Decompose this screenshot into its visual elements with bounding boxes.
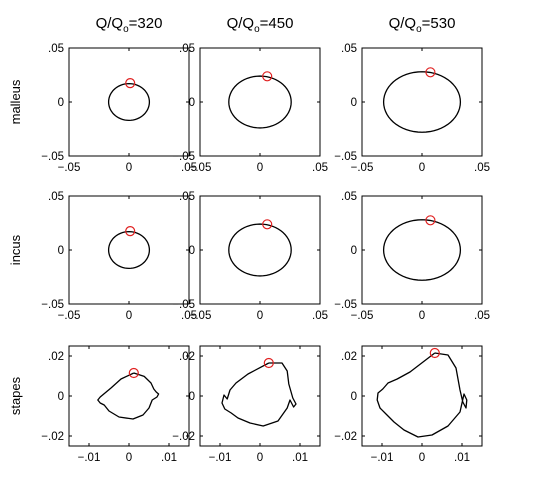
marker-circle xyxy=(125,226,136,237)
axes-frame xyxy=(199,195,321,305)
y-tick-label: .05 xyxy=(341,191,357,203)
panel-stapes-0: −.01 0 .01 −.02 0 .02 xyxy=(41,345,190,464)
panel-malleus-2: −.05 0 .05 −.05 0 .05 xyxy=(334,43,490,174)
y-tick-label: 0 xyxy=(58,245,64,257)
x-tick-label: 0 xyxy=(126,162,132,174)
x-tick-label: 0 xyxy=(419,162,425,174)
row-label: malleus xyxy=(8,79,23,124)
y-tick-label: −.05 xyxy=(172,151,195,163)
axes-frame xyxy=(199,345,321,447)
axes-frame xyxy=(68,47,190,157)
x-tick-label: −.05 xyxy=(351,162,374,174)
x-tick-label: −.01 xyxy=(78,452,101,464)
x-tick-label: .05 xyxy=(474,310,490,322)
y-tick-label: 0 xyxy=(189,245,195,257)
y-tick-label: −.05 xyxy=(334,151,357,163)
y-tick-label: −.05 xyxy=(172,299,195,311)
marker-circle xyxy=(125,77,136,89)
x-tick-label: .01 xyxy=(161,452,177,464)
x-tick-label: .05 xyxy=(181,162,197,174)
marker-circle xyxy=(262,219,273,230)
axes-frame xyxy=(68,195,190,305)
row-label: stapes xyxy=(8,376,23,415)
axes-frame xyxy=(361,195,483,305)
y-tick-label: 0 xyxy=(58,97,64,109)
trajectory-curve xyxy=(221,362,297,427)
trajectory-curve xyxy=(228,75,292,129)
y-tick-label: .05 xyxy=(179,43,195,55)
x-tick-label: .05 xyxy=(474,162,490,174)
axes-frame xyxy=(199,47,321,157)
x-tick-label: −.05 xyxy=(58,310,81,322)
panel-incus-0: −.05 0.05−.050.05 xyxy=(41,191,197,322)
panel-incus-1: −.05 0.05−.050.05 xyxy=(172,191,328,322)
x-tick-label: .05 xyxy=(312,162,328,174)
x-tick-label: 0 xyxy=(126,310,132,322)
x-tick-label: .01 xyxy=(454,452,470,464)
y-tick-label: .05 xyxy=(48,191,64,203)
trajectory-curve xyxy=(97,372,160,420)
y-tick-label: .05 xyxy=(179,191,195,203)
y-tick-label: 0 xyxy=(351,97,357,109)
column-title: Q/Qo=450 xyxy=(227,15,294,35)
trajectory-curve xyxy=(376,352,468,438)
y-tick-label: .02 xyxy=(48,351,64,363)
axes-frame xyxy=(68,345,190,447)
x-tick-label: −.05 xyxy=(189,162,212,174)
x-tick-label: −.05 xyxy=(351,310,374,322)
y-tick-label: 0 xyxy=(58,391,64,403)
y-tick-label: 0 xyxy=(351,245,357,257)
x-tick-label: 0 xyxy=(257,310,263,322)
trajectory-curve xyxy=(107,82,151,122)
y-tick-label: .02 xyxy=(341,351,357,363)
x-tick-label: 0 xyxy=(126,452,132,464)
column-title: Q/Qo=320 xyxy=(96,15,163,35)
trajectory-curve xyxy=(382,71,462,133)
panel-stapes-1: −.01 0 .01 −.02 0 .02 xyxy=(172,345,321,464)
x-tick-label: .05 xyxy=(181,310,197,322)
y-tick-label: −.05 xyxy=(334,299,357,311)
marker-circle xyxy=(262,71,273,82)
y-tick-label: 0 xyxy=(189,391,195,403)
x-tick-label: .01 xyxy=(292,452,308,464)
x-tick-label: .05 xyxy=(312,310,328,322)
x-tick-label: 0 xyxy=(419,310,425,322)
y-tick-label: 0 xyxy=(351,391,357,403)
marker-circle xyxy=(425,215,436,226)
y-tick-label: −.02 xyxy=(41,431,64,443)
y-tick-label: .05 xyxy=(48,43,64,55)
marker-circle xyxy=(263,357,274,369)
panel-stapes-2: −.01 0 .01 −.02 0 .02 xyxy=(334,345,483,464)
panel-malleus-1: −.05 0.05−.050.05 xyxy=(172,43,328,174)
trajectory-curve xyxy=(107,230,151,270)
panel-malleus-0: −.05 0.05−.050.05 xyxy=(41,43,197,174)
y-tick-label: −.02 xyxy=(334,431,357,443)
x-tick-label: −.01 xyxy=(371,452,394,464)
y-tick-label: .05 xyxy=(341,43,357,55)
y-tick-label: −.02 xyxy=(172,431,195,443)
marker-circle xyxy=(425,67,436,78)
trajectory-curve xyxy=(228,223,292,277)
y-tick-label: −.05 xyxy=(41,151,64,163)
x-tick-label: 0 xyxy=(257,452,263,464)
trajectory-curve xyxy=(382,219,462,281)
y-tick-label: −.05 xyxy=(41,299,64,311)
x-tick-label: −.01 xyxy=(209,452,232,464)
y-tick-label: .02 xyxy=(179,351,195,363)
marker-circle xyxy=(429,347,440,359)
panel-incus-2: −.05 0 .05 −.05 0 .05 xyxy=(334,191,490,322)
x-tick-label: −.05 xyxy=(189,310,212,322)
y-tick-label: 0 xyxy=(189,97,195,109)
column-title: Q/Qo=530 xyxy=(389,15,456,35)
axes-frame xyxy=(361,47,483,157)
marker-circle xyxy=(128,367,139,379)
x-tick-label: 0 xyxy=(257,162,263,174)
x-tick-label: −.05 xyxy=(58,162,81,174)
row-label: incus xyxy=(8,234,23,265)
x-tick-label: 0 xyxy=(419,452,425,464)
